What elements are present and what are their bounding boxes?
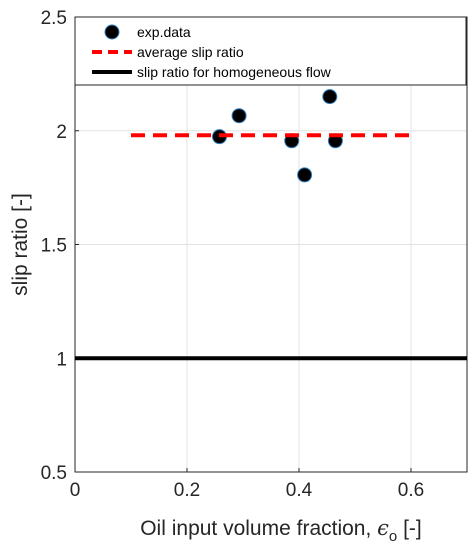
legend-box [74,16,467,86]
y-axis-label: slip ratio [-] [9,193,32,296]
data-point [297,167,313,183]
legend-label: exp.data [137,24,191,40]
y-tick-label: 2.5 [41,8,67,29]
data-point [322,89,338,105]
x-tick-label: 0.4 [286,480,313,501]
legend-label: slip ratio for homogeneous flow [137,64,332,80]
legend-swatch [104,24,120,40]
x-axis-label: Oil input volume fraction, ϵo [-] [140,516,422,545]
x-axis-label-text: Oil input volume fraction, [140,517,377,540]
legend-label: average slip ratio [137,44,244,60]
y-tick-label: 2 [56,122,67,143]
y-tick-label: 1 [56,349,67,370]
x-axis-label-symbol: ϵ [377,516,389,540]
data-point [231,108,247,124]
x-axis-label-suffix: [-] [397,517,422,540]
x-tick-label: 0.2 [174,480,200,501]
y-tick-label: 1.5 [41,236,67,257]
x-axis-label-subscript: o [389,528,397,545]
x-tick-label: 0.6 [398,480,424,501]
x-tick-label: 0 [70,480,81,501]
y-tick-label: 0.5 [41,463,67,484]
